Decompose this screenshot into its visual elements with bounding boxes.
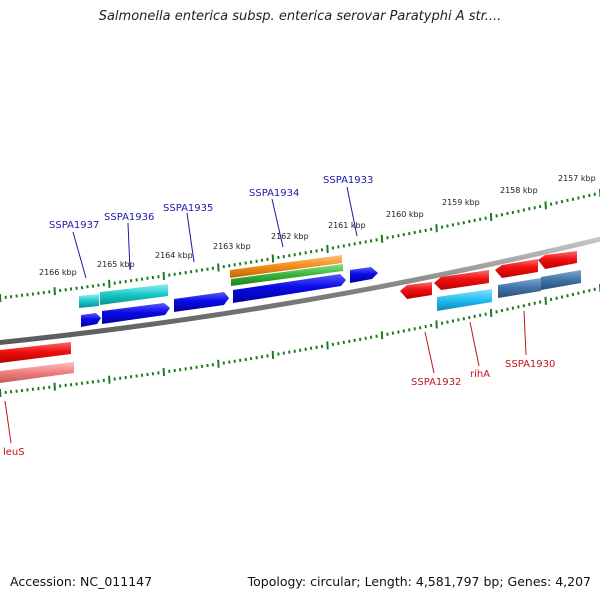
genome-summary-text: Topology: circular; Length: 4,581,797 bp… bbox=[247, 574, 591, 589]
gene-label-sspa1935[interactable]: SSPA1935 bbox=[163, 203, 213, 214]
gene-label-sspa1933[interactable]: SSPA1933 bbox=[323, 175, 373, 186]
ruler-label: 2165 kbp bbox=[97, 260, 135, 269]
leader-line bbox=[523, 310, 527, 356]
gene-features bbox=[0, 251, 581, 383]
leader-line bbox=[424, 331, 435, 374]
feature-cyan-2[interactable] bbox=[100, 284, 168, 305]
feature-steel-2[interactable] bbox=[541, 270, 581, 290]
feature-blue-2[interactable] bbox=[102, 303, 170, 324]
gene-labels: SSPA1937 SSPA1936 SSPA1935 SSPA1934 SSPA… bbox=[3, 175, 555, 458]
ruler-label: 2157 kbp bbox=[558, 174, 596, 183]
ruler-label: 2163 kbp bbox=[213, 242, 251, 251]
feature-blue-1[interactable] bbox=[81, 313, 101, 327]
leader-line bbox=[186, 212, 195, 263]
feature-red-5[interactable] bbox=[0, 342, 71, 363]
feature-orange[interactable] bbox=[230, 255, 342, 278]
leader-line bbox=[72, 231, 87, 279]
leader-line bbox=[127, 222, 131, 271]
ruler-label: 2160 kbp bbox=[386, 210, 424, 219]
feature-red-2[interactable] bbox=[434, 270, 489, 290]
ruler-label: 2162 kbp bbox=[271, 232, 309, 241]
feature-red-3[interactable] bbox=[495, 259, 538, 278]
feature-blue-3[interactable] bbox=[174, 292, 229, 312]
gene-label-sspa1936[interactable]: SSPA1936 bbox=[104, 212, 154, 223]
feature-light-blue[interactable] bbox=[437, 289, 492, 311]
ruler-label: 2159 kbp bbox=[442, 198, 480, 207]
leader-line bbox=[271, 198, 284, 248]
backbone-line bbox=[0, 236, 600, 345]
feature-green[interactable] bbox=[231, 264, 343, 286]
feature-cyan-1[interactable] bbox=[79, 294, 99, 308]
gene-label-sspa1937[interactable]: SSPA1937 bbox=[49, 220, 99, 231]
ruler-labels: 2157 kbp 2158 kbp 2159 kbp 2160 kbp 2161… bbox=[39, 174, 596, 277]
ruler-label: 2164 kbp bbox=[155, 251, 193, 260]
feature-pink[interactable] bbox=[0, 362, 74, 383]
gene-label-sspa1934[interactable]: SSPA1934 bbox=[249, 188, 299, 199]
gene-label-riha[interactable]: rihA bbox=[470, 369, 490, 380]
feature-blue-5[interactable] bbox=[350, 267, 378, 283]
leader-line bbox=[469, 321, 480, 367]
ruler-label: 2158 kbp bbox=[500, 186, 538, 195]
feature-steel-1[interactable] bbox=[498, 278, 541, 298]
map-title: Salmonella enterica subsp. enterica sero… bbox=[98, 9, 502, 24]
leader-line bbox=[4, 400, 12, 444]
genome-backbone bbox=[0, 236, 600, 345]
ruler-label: 2161 kbp bbox=[328, 221, 366, 230]
ruler-label: 2166 kbp bbox=[39, 268, 77, 277]
gene-label-leus[interactable]: leuS bbox=[3, 447, 25, 458]
gene-label-sspa1930[interactable]: SSPA1930 bbox=[505, 359, 555, 370]
accession-text: Accession: NC_011147 bbox=[10, 574, 153, 589]
feature-red-4[interactable] bbox=[538, 251, 577, 269]
ruler-ticks bbox=[0, 189, 600, 398]
feature-blue-4[interactable] bbox=[233, 274, 346, 303]
label-leaders bbox=[4, 186, 527, 444]
gene-label-sspa1932[interactable]: SSPA1932 bbox=[411, 377, 461, 388]
feature-red-1[interactable] bbox=[400, 282, 432, 299]
leader-line bbox=[346, 186, 358, 237]
